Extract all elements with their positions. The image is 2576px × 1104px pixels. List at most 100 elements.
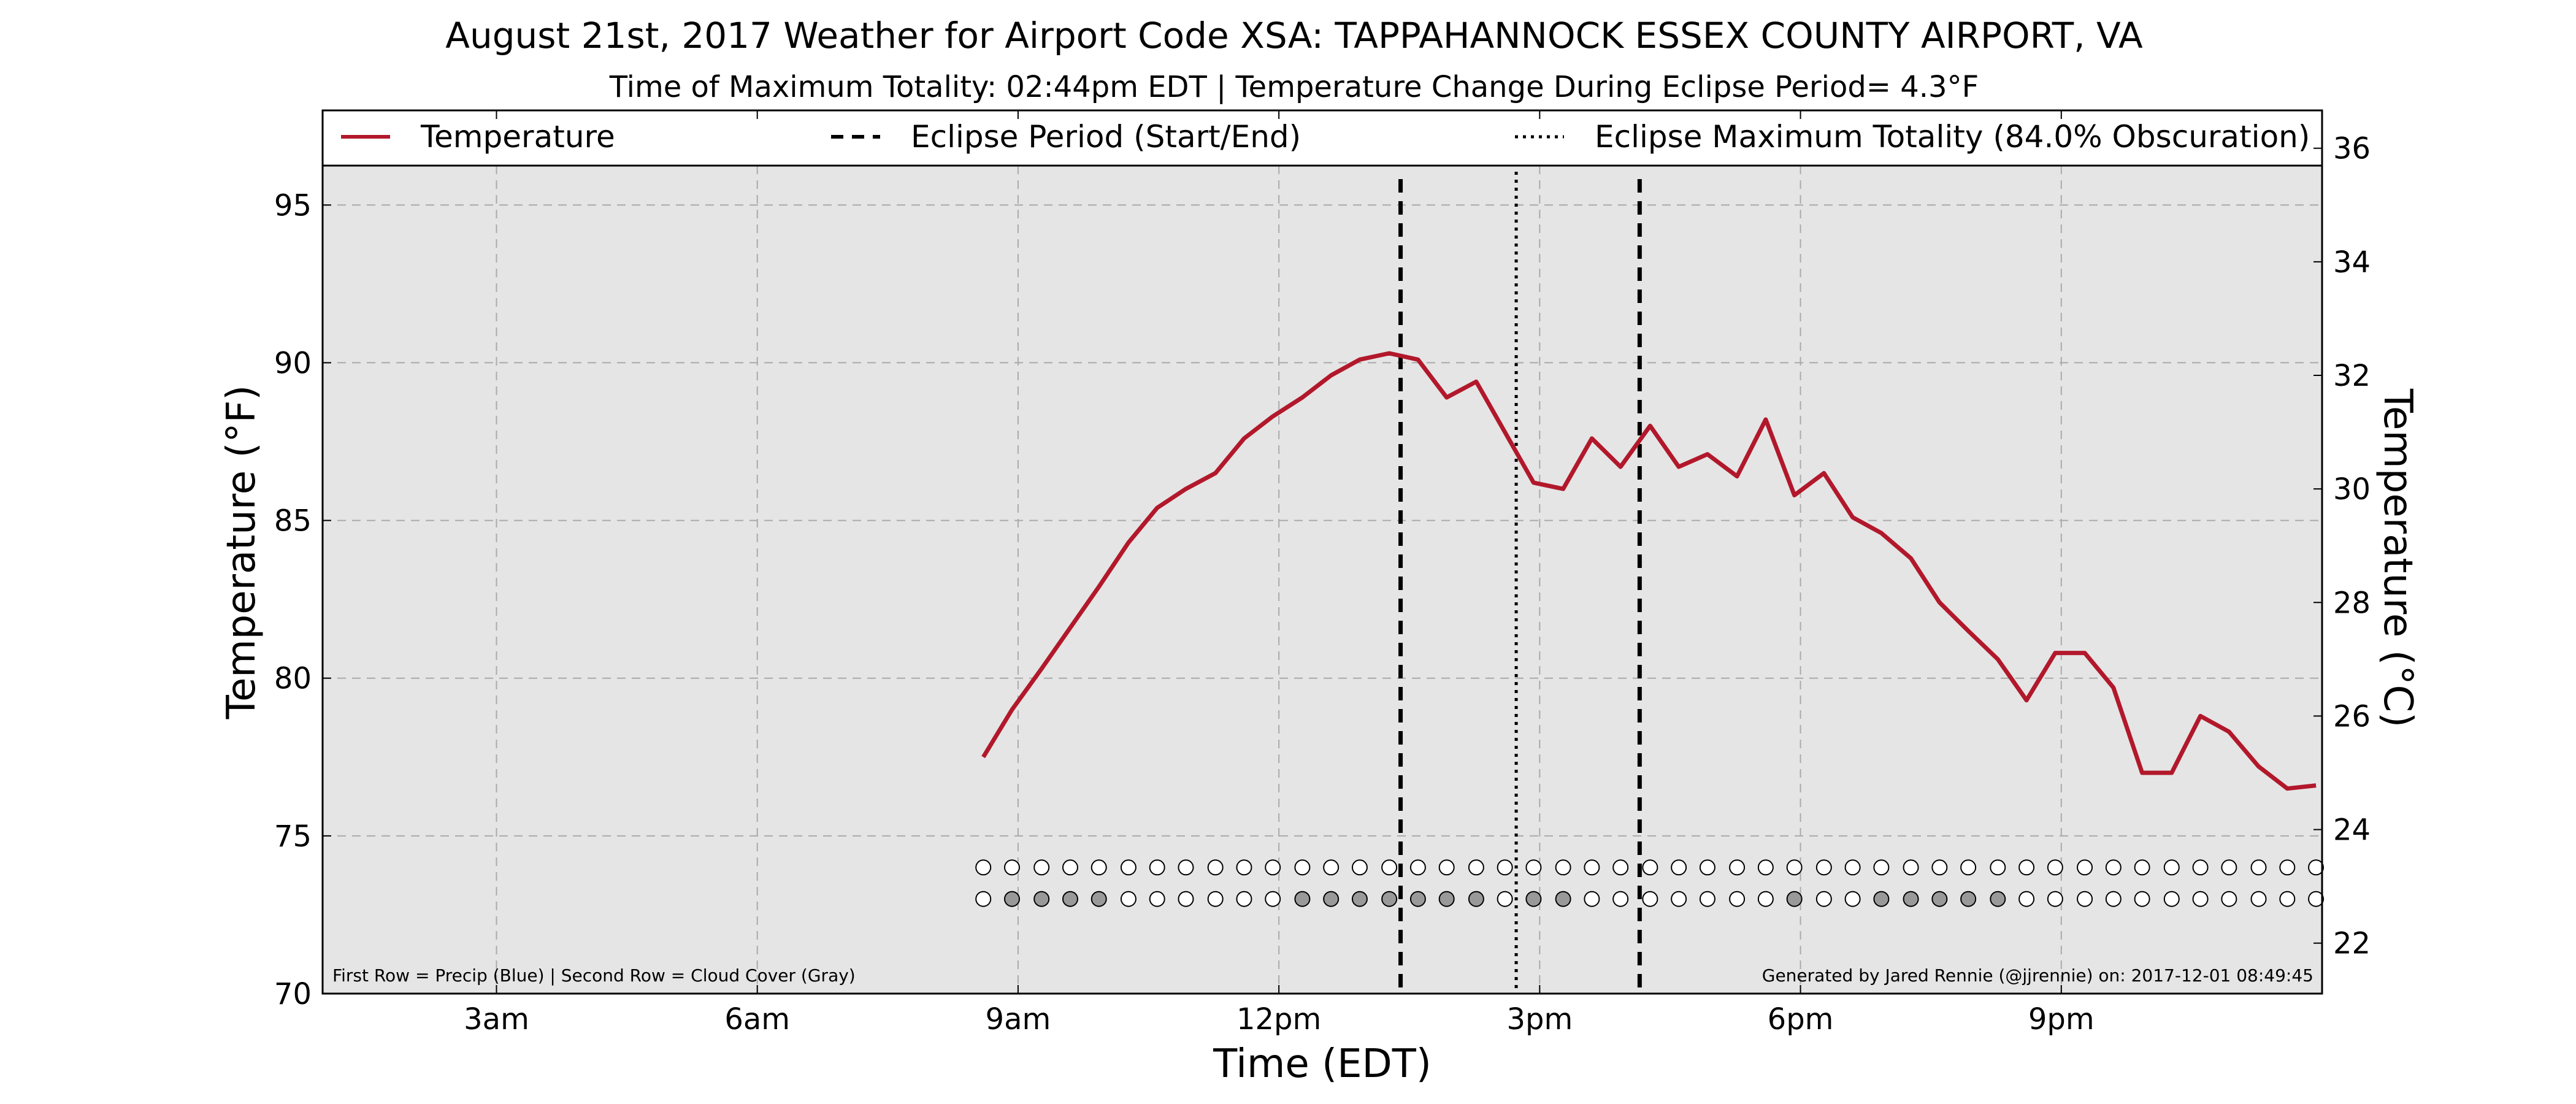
cloud-cover-marker: [2077, 891, 2093, 907]
precip-marker: [1265, 859, 1281, 876]
precip-marker: [1207, 859, 1224, 876]
legend-eclipse-period-label: Eclipse Period (Start/End): [911, 119, 1301, 155]
x-axis-title: Time (EDT): [1213, 1041, 1432, 1087]
precip-marker: [1584, 859, 1600, 876]
precip-marker: [1525, 859, 1542, 876]
precip-marker: [1120, 859, 1137, 876]
x-tick-label: 3pm: [1506, 1002, 1573, 1037]
precip-marker: [1003, 859, 1020, 876]
precip-marker: [1612, 859, 1629, 876]
footnote-right: Generated by Jared Rennie (@jjrennie) on…: [1762, 965, 2313, 986]
cloud-cover-marker: [1438, 891, 1455, 907]
cloud-cover-marker: [1149, 891, 1165, 907]
precip-marker: [1033, 859, 1050, 876]
precip-marker: [1903, 859, 1919, 876]
chart-subtitle: Time of Maximum Totality: 02:44pm EDT | …: [609, 70, 1979, 104]
chart-marks: [975, 172, 2325, 994]
precip-marker: [2077, 859, 2093, 876]
x-tick-label: 9pm: [2028, 1002, 2095, 1037]
precip-marker: [975, 859, 992, 876]
cloud-cover-marker: [1207, 891, 1224, 907]
y-tick-label-right: 22: [2333, 927, 2371, 961]
precip-marker: [1294, 859, 1311, 876]
cloud-cover-marker: [1815, 891, 1832, 907]
cloud-cover-marker: [1497, 891, 1513, 907]
precip-marker: [1699, 859, 1715, 876]
cloud-cover-marker: [2134, 891, 2150, 907]
x-tick-label: 3am: [464, 1002, 529, 1037]
y-tick-label-right: 30: [2333, 472, 2371, 507]
cloud-cover-marker: [1381, 891, 1398, 907]
y-tick-label-right: 28: [2333, 586, 2371, 620]
y-tick-label-right: 34: [2333, 245, 2371, 280]
cloud-cover-marker: [1931, 891, 1948, 907]
precip-marker: [2192, 859, 2209, 876]
y-tick-label-left: 85: [274, 504, 312, 539]
cloud-cover-marker: [1003, 891, 1020, 907]
precip-marker: [1236, 859, 1252, 876]
y-tick-label-left: 70: [274, 977, 312, 1011]
precip-marker: [1555, 859, 1571, 876]
precip-marker: [1729, 859, 1746, 876]
x-tick-label: 9am: [986, 1002, 1051, 1037]
cloud-cover-marker: [2018, 891, 2035, 907]
cloud-cover-marker: [1612, 891, 1629, 907]
cloud-cover-marker: [2105, 891, 2122, 907]
y-axis-title-left: Temperature (°F): [219, 385, 264, 720]
cloud-cover-marker: [1033, 891, 1050, 907]
precip-marker: [1409, 859, 1426, 876]
precip-marker: [1990, 859, 2006, 876]
precip-marker: [1786, 859, 1803, 876]
precip-marker: [2105, 859, 2122, 876]
y-tick-label-left: 95: [274, 188, 312, 223]
chart-title: August 21st, 2017 Weather for Airport Co…: [445, 15, 2143, 56]
precip-marker: [1468, 859, 1484, 876]
cloud-cover-marker: [2279, 891, 2296, 907]
precip-marker: [1351, 859, 1368, 876]
precip-marker: [2047, 859, 2063, 876]
cloud-cover-marker: [1699, 891, 1715, 907]
temperature-line: [981, 351, 2317, 791]
precip-marker: [2308, 859, 2325, 876]
precip-marker: [1438, 859, 1455, 876]
cloud-cover-marker: [1642, 891, 1658, 907]
precip-marker: [1381, 859, 1398, 876]
precip-marker: [2250, 859, 2267, 876]
precip-marker: [1178, 859, 1194, 876]
cloud-cover-marker: [1555, 891, 1571, 907]
cloud-cover-marker: [1671, 891, 1687, 907]
y-tick-label-right: 32: [2333, 359, 2371, 393]
precip-marker: [1149, 859, 1165, 876]
precip-marker: [2163, 859, 2180, 876]
precip-marker: [2134, 859, 2150, 876]
precip-marker: [1931, 859, 1948, 876]
cloud-cover-marker: [2192, 891, 2209, 907]
precip-marker: [1091, 859, 1107, 876]
cloud-cover-marker: [1844, 891, 1861, 907]
precip-marker: [1815, 859, 1832, 876]
precip-marker: [2018, 859, 2035, 876]
cloud-cover-marker: [2250, 891, 2267, 907]
precip-marker: [2279, 859, 2296, 876]
cloud-cover-marker: [1903, 891, 1919, 907]
cloud-cover-marker: [1990, 891, 2006, 907]
precip-marker: [1873, 859, 1890, 876]
precip-marker: [1323, 859, 1340, 876]
axis-ticks: 3am 6am 9am 12pm 3pm 6pm 9pm 70 75 80 85 90 95 22 24 26…: [274, 110, 2371, 1037]
cloud-cover-marker: [1178, 891, 1194, 907]
cloud-cover-marker: [1873, 891, 1890, 907]
cloud-cover-marker: [1960, 891, 1977, 907]
precip-marker: [2221, 859, 2237, 876]
precip-marker: [1844, 859, 1861, 876]
cloud-cover-marker: [1323, 891, 1340, 907]
cloud-cover-marker: [1351, 891, 1368, 907]
cloud-cover-marker: [1525, 891, 1542, 907]
precip-marker: [1642, 859, 1658, 876]
y-tick-label-left: 90: [274, 346, 312, 380]
cloud-cover-marker: [975, 891, 992, 907]
y-tick-label-left: 75: [274, 819, 312, 854]
cloud-cover-marker: [1584, 891, 1600, 907]
cloud-cover-marker: [2221, 891, 2237, 907]
cloud-cover-marker: [2163, 891, 2180, 907]
